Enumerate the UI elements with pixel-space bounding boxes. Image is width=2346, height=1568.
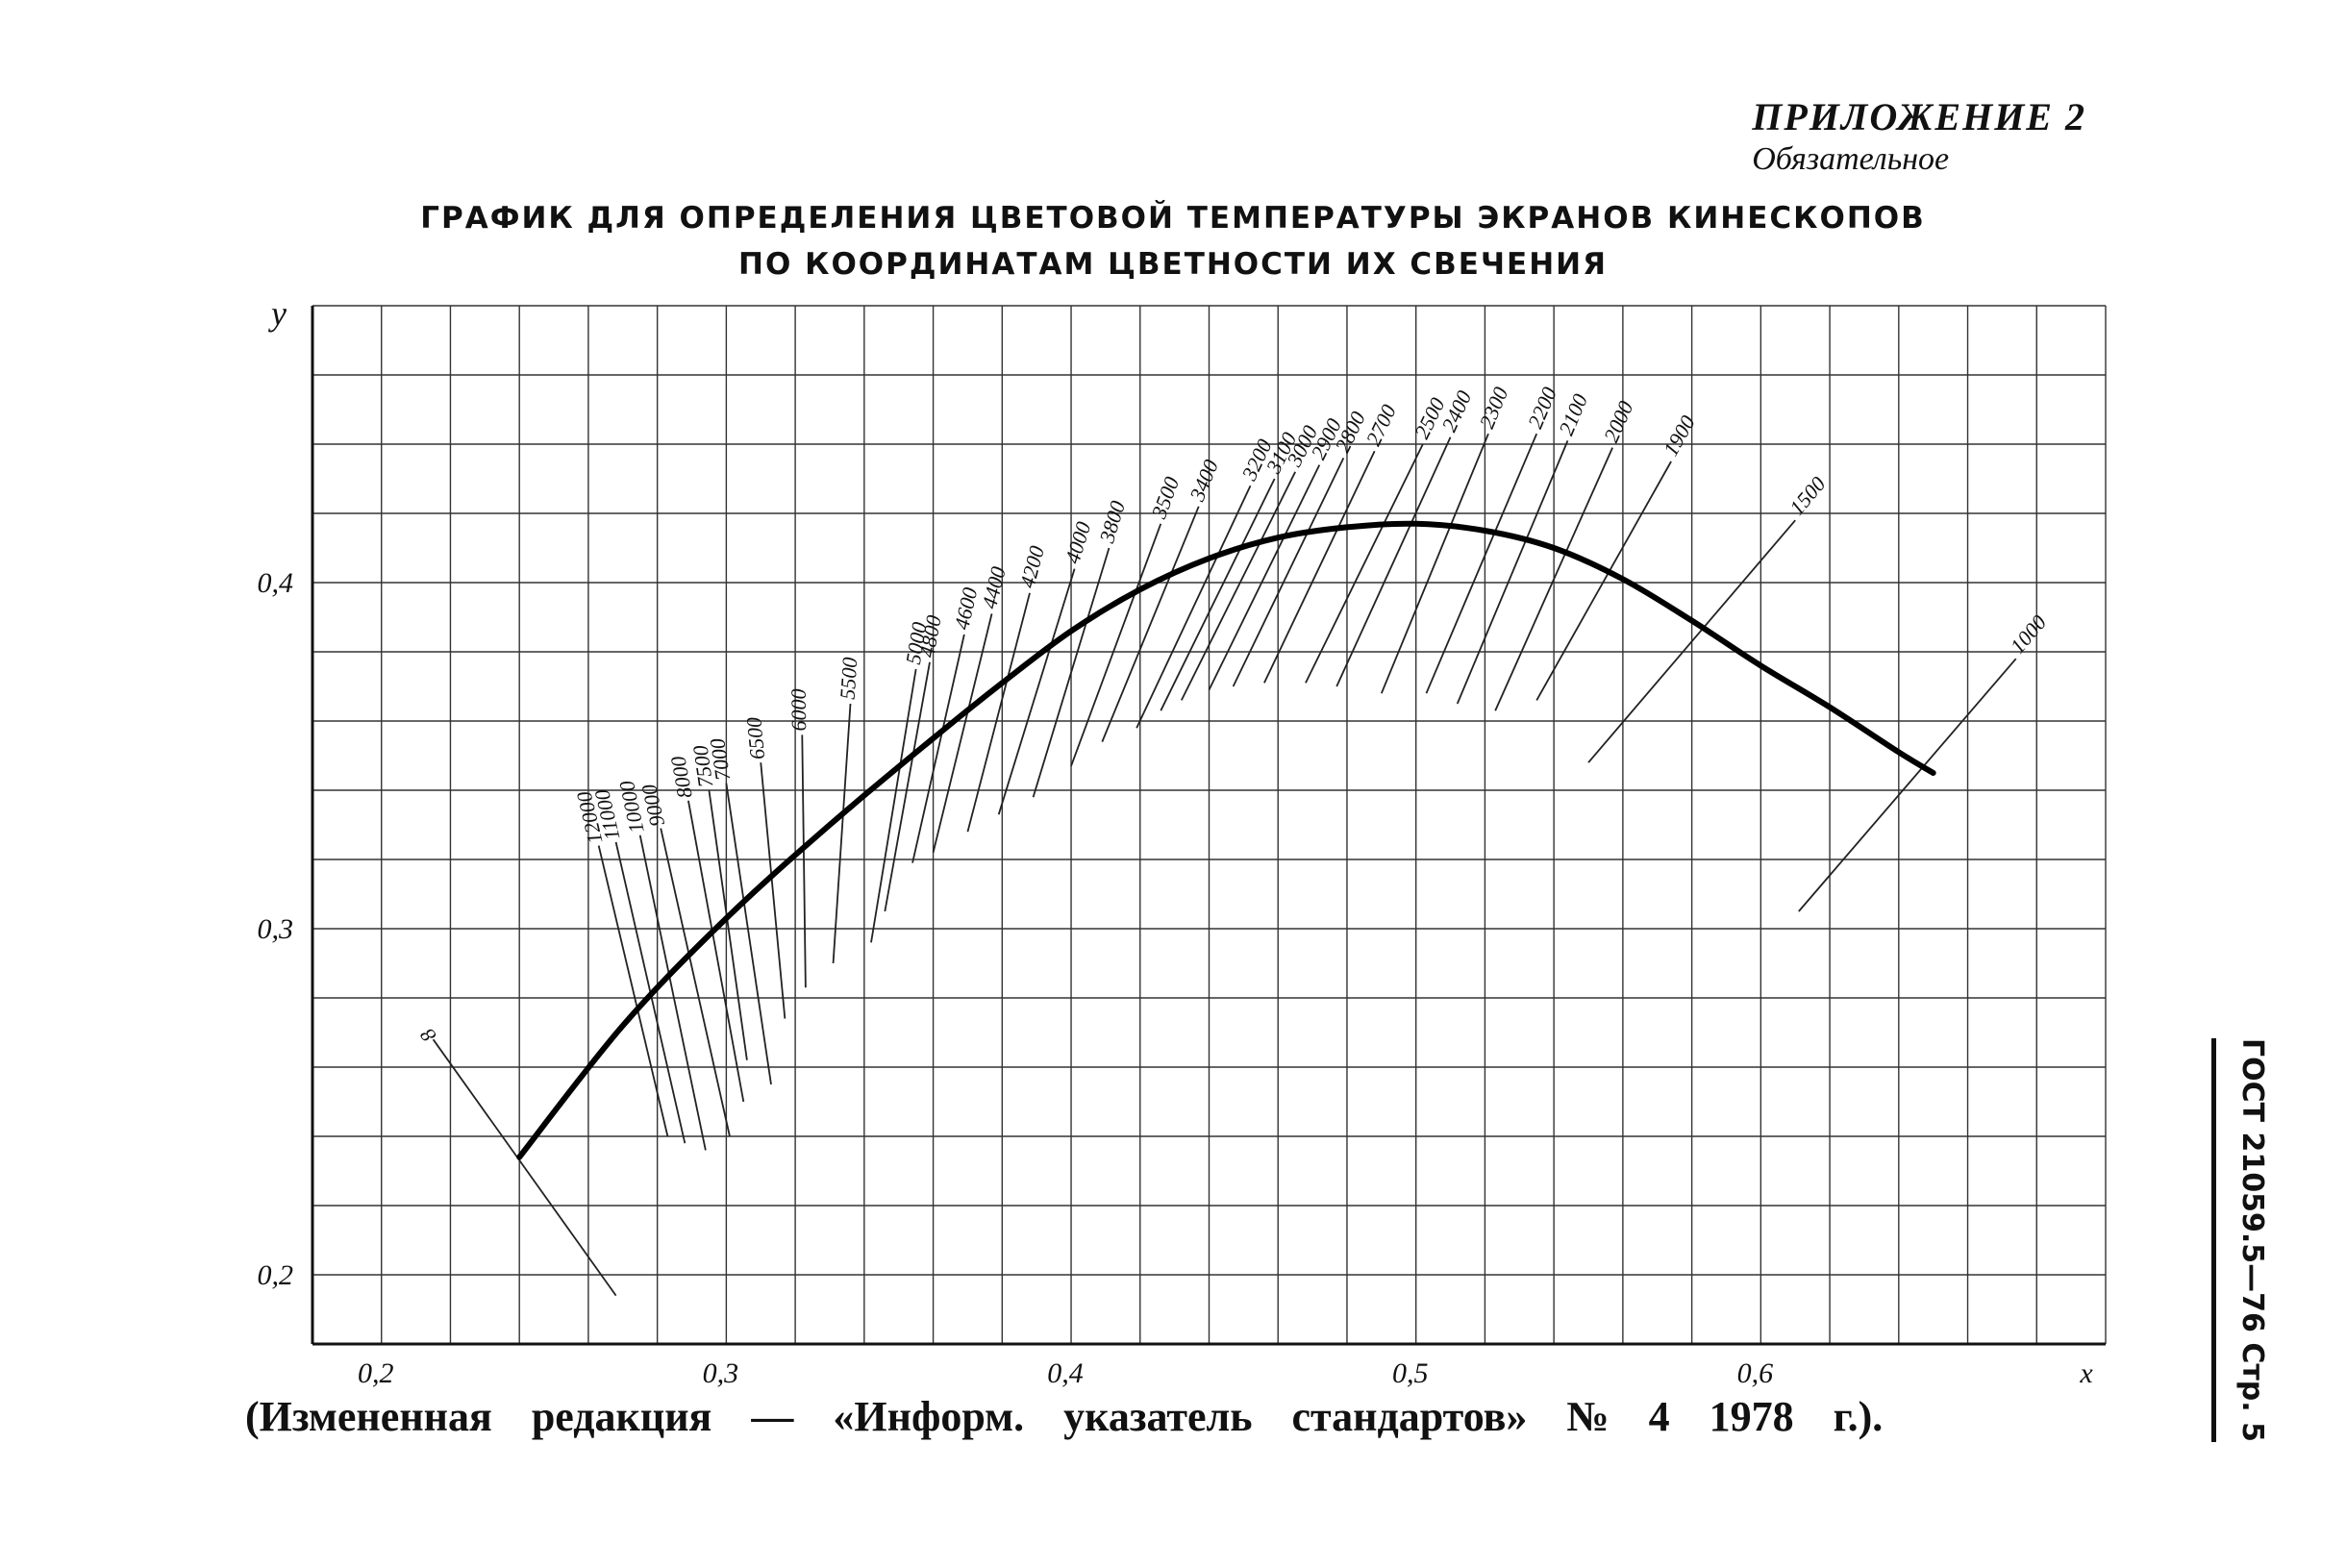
isotemperature-line (1101, 506, 1200, 742)
isotemperature-label: 2700 (1361, 401, 1401, 449)
isotemperature-line (1494, 447, 1613, 711)
isotemperature-line (1380, 433, 1489, 694)
isotemperature-line (638, 834, 707, 1151)
isotemperature-label: 3400 (1185, 457, 1223, 506)
chart-title: ГРАФИК ДЛЯ ОПРЕДЕЛЕНИЯ ЦВЕТОВОЙ ТЕМПЕРАТ… (0, 195, 2346, 287)
isotemperature-label: 4000 (1061, 519, 1096, 566)
isotemperature-line (1160, 478, 1276, 711)
isotemperature-line (1798, 658, 2017, 912)
isotemperature-line (884, 661, 931, 912)
isotemperature-line (997, 568, 1076, 815)
isotemperature-line (597, 845, 669, 1137)
isotemperature-label: 2300 (1475, 384, 1513, 432)
isotemperature-label: 1500 (1784, 472, 1831, 520)
isotemperature-line (932, 613, 993, 854)
isotemperature-line (432, 1038, 617, 1297)
isotemperature-line (832, 703, 852, 964)
isotemperature-line (708, 789, 748, 1060)
y-axis-label: y (268, 294, 287, 333)
tick-labels: 0,2 0,3 0,4 0,5 0,6 0,2 0,3 0,4 x y (258, 294, 2094, 1389)
side-rule (2211, 1038, 2216, 1442)
isotemperature-line (1425, 433, 1538, 694)
x-axis-label: x (2079, 1357, 2093, 1389)
y-tick-label: 0,4 (258, 567, 294, 599)
isotemperature-label: 2100 (1554, 390, 1592, 438)
side-page-label: ГОСТ 21059.5—76 Стр. 5 (2235, 1038, 2269, 1442)
isotemperature-line (1136, 485, 1252, 729)
isotemperature-line (760, 762, 786, 1019)
isotemperature-label: 5500 (836, 657, 862, 701)
isotemperature-line (687, 800, 745, 1103)
isotemperature-line (1208, 464, 1321, 690)
chart-title-line-2: ПО КООРДИНАТАМ ЦВЕТНОСТИ ИХ СВЕЧЕНИЯ (738, 247, 1608, 282)
y-tick-label: 0,3 (258, 913, 294, 945)
appendix-number: ПРИЛОЖЕНИЕ 2 (1752, 95, 2086, 138)
isotemperature-label: 6500 (741, 716, 769, 760)
x-tick-label: 0,5 (1392, 1357, 1429, 1389)
isotemperature-label: 4200 (1015, 543, 1049, 590)
isotemperature-label: 6000 (786, 688, 811, 731)
isotemperature-label: 2000 (1599, 397, 1638, 445)
isotemperature-line (1335, 436, 1452, 687)
planckian-locus (516, 520, 1936, 1160)
isotemperature-line (1032, 547, 1111, 798)
x-tick-label: 0,4 (1047, 1357, 1084, 1389)
axes (311, 306, 2106, 1346)
isotemperature-line (1070, 523, 1162, 767)
isotemperature-label: 4400 (977, 564, 1011, 611)
x-tick-label: 0,6 (1737, 1357, 1774, 1389)
isotemperature-line (1181, 471, 1296, 701)
isotemperature-label: 1900 (1659, 411, 1700, 460)
isotemperature-line (1456, 440, 1569, 705)
isotemperature-line (966, 592, 1031, 833)
appendix-block: ПРИЛОЖЕНИЕ 2 Обязательное (1752, 94, 2086, 178)
isotemperature-label: 3800 (1094, 498, 1130, 546)
y-tick-label: 0,2 (258, 1259, 294, 1291)
isotemperature-label: 4600 (949, 585, 982, 632)
appendix-status: Обязательное (1752, 141, 1950, 177)
isotemperature-label: 2400 (1436, 386, 1476, 435)
x-tick-label: 0,3 (703, 1357, 739, 1389)
isotemperature-line (1305, 443, 1424, 684)
locus-curve (516, 520, 1936, 1160)
isotemperature-line (911, 634, 965, 863)
isotemperature-label: 7000 (705, 737, 735, 783)
edition-note: (Измененная редакция — «Информ. указател… (245, 1393, 1884, 1440)
isotemperature-line (1535, 460, 1672, 701)
x-tick-label: 0,2 (358, 1357, 394, 1389)
isotemperature-line (1263, 450, 1376, 684)
isotemperature-line (801, 734, 807, 988)
isotemperature-label: 1000 (2006, 610, 2052, 659)
isotemperature-line (660, 828, 731, 1137)
isotemperature-line (870, 668, 917, 943)
isotemperature-line (725, 783, 772, 1085)
isotemperature-label: 3500 (1146, 474, 1184, 523)
isotemperature-line (1232, 458, 1345, 687)
chart-title-line-1: ГРАФИК ДЛЯ ОПРЕДЕЛЕНИЯ ЦВЕТОВОЙ ТЕМПЕРАТ… (420, 201, 1926, 236)
isotemperature-label: 7500 (688, 744, 718, 789)
isotemperature-line (1587, 519, 1796, 763)
isotemperature-label: 8 (415, 1024, 441, 1046)
